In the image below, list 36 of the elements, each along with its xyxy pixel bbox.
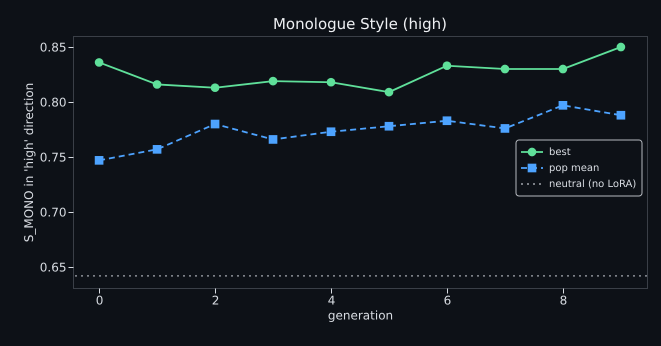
x-axis-title: generation [328, 308, 394, 322]
point [268, 135, 278, 144]
point [558, 101, 568, 110]
legend-label: pop mean [549, 163, 600, 174]
chart-title: Monologue Style (high) [272, 15, 448, 33]
y-tick-label: 0.70 [40, 206, 66, 220]
point [268, 76, 278, 86]
point [210, 120, 220, 128]
point [94, 156, 104, 165]
point [210, 83, 220, 92]
point [326, 78, 336, 87]
point [94, 58, 104, 67]
legend-label: best [549, 147, 571, 158]
point [152, 145, 162, 154]
y-tick-label: 0.65 [40, 260, 66, 275]
y-tick-label: 0.75 [40, 150, 66, 165]
y-axis-title: S_MONO in 'high' direction [22, 82, 36, 242]
x-tick-label: 8 [560, 294, 568, 308]
point [616, 42, 626, 52]
point [558, 64, 568, 74]
y-tick-label: 0.80 [40, 96, 66, 110]
point [442, 116, 452, 126]
x-tick-label: 2 [212, 294, 220, 308]
point [500, 64, 510, 74]
point [384, 122, 394, 131]
point [152, 80, 162, 89]
x-tick-label: 4 [328, 294, 336, 308]
y-tick-label: 0.85 [40, 40, 66, 55]
point [384, 88, 394, 96]
point [326, 127, 336, 136]
x-tick-label: 6 [444, 294, 452, 308]
point [442, 61, 452, 70]
point [616, 110, 626, 120]
legend-label: neutral (no LoRA) [549, 179, 636, 190]
x-tick-label: 0 [96, 294, 104, 308]
point [500, 124, 510, 133]
